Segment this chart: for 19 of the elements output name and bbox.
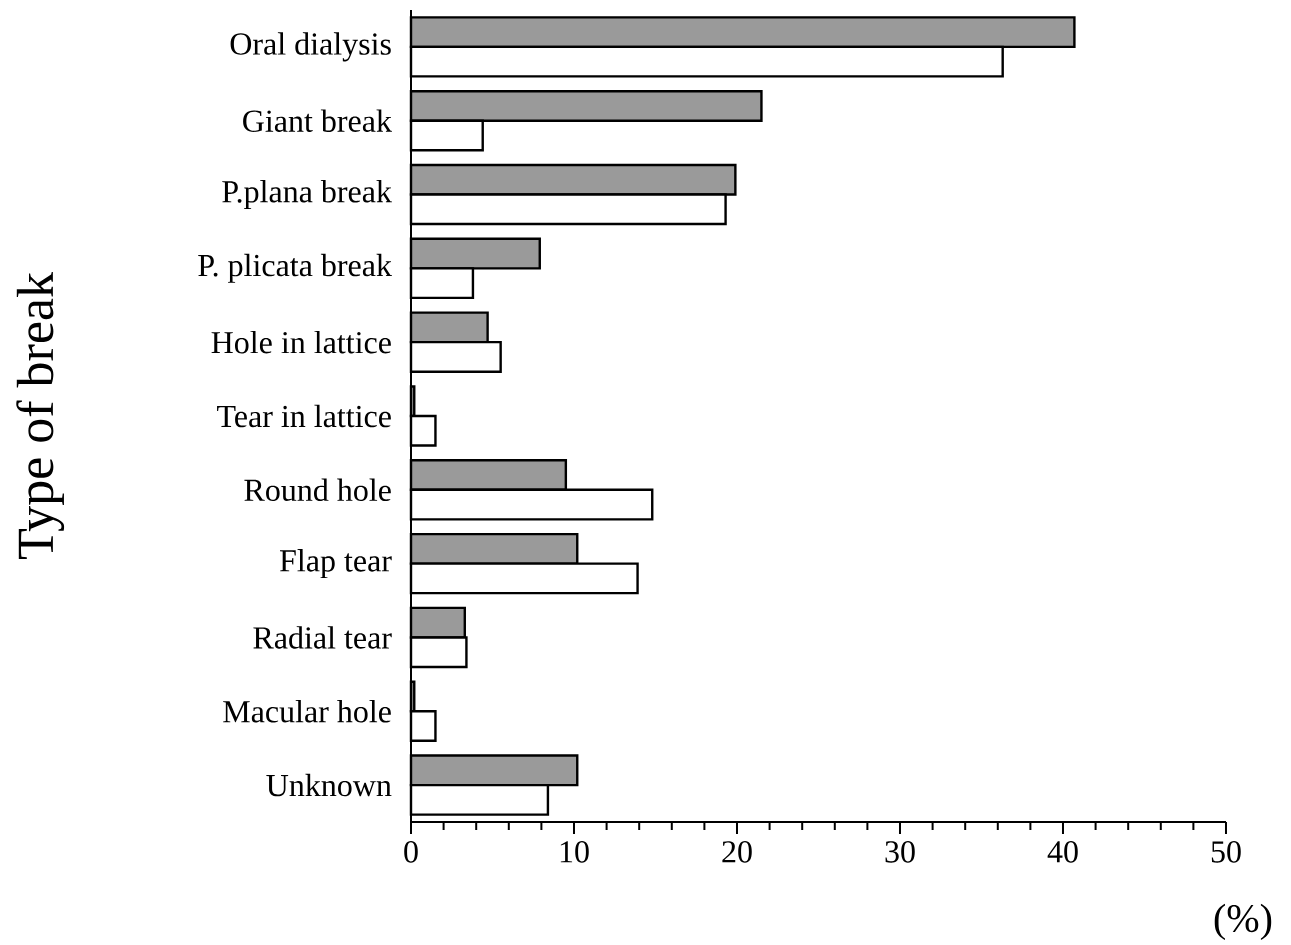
x-tick-label: 0 [404, 841, 418, 863]
y-tick-label: Macular hole [223, 699, 391, 723]
y-tick-label: Radial tear [253, 626, 392, 649]
text: (%) [1214, 903, 1272, 941]
y-tick-label: Round hole [244, 478, 391, 502]
x-tick-label: 10 [560, 841, 589, 863]
y-tick-label: P. plicata break [198, 253, 392, 283]
x-tick-label: 40 [1047, 841, 1078, 863]
y-tick-label: Hole in lattice [211, 330, 391, 354]
y-tick-label: Oral dialysis [230, 32, 391, 62]
y-tick-label: Giant break [243, 109, 392, 132]
x-tick-label: 50 [1211, 841, 1241, 863]
y-tick-label: P.plana break [222, 180, 392, 210]
x-tick-label: 20 [722, 841, 752, 863]
y-axis-title: Type of break [16, 271, 65, 560]
y-tick-label: Unknown [266, 773, 392, 797]
y-tick-label: Flap tear [280, 549, 392, 579]
y-tick-label: Tear in lattice [217, 404, 391, 428]
x-tick-label: 30 [885, 841, 915, 863]
